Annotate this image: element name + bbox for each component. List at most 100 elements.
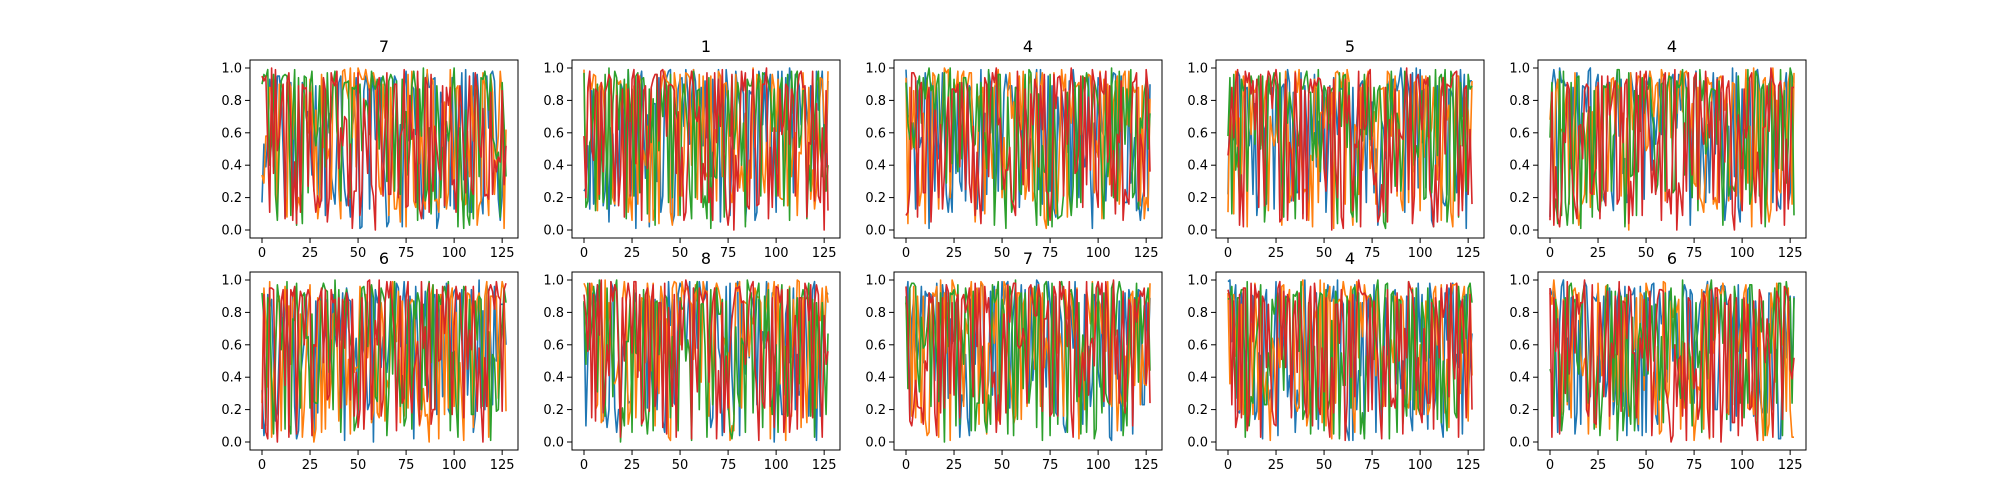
x-tick-label: 125: [1456, 246, 1481, 261]
x-tick-label: 50: [994, 246, 1011, 261]
x-tick-label: 125: [1134, 246, 1159, 261]
x-tick-label: 0: [902, 458, 910, 473]
series-line-4: [1549, 67, 1794, 231]
series-line-3: [1227, 68, 1473, 230]
subplot-title: 8: [701, 249, 711, 268]
y-tick-label: 0.8: [543, 306, 564, 321]
y-tick-label: 1.0: [1509, 274, 1530, 289]
y-tick-label: 0.6: [1509, 338, 1530, 353]
series-line-2: [261, 67, 507, 230]
y-tick-label: 0.4: [543, 159, 564, 174]
y-tick-label: 0.0: [865, 224, 886, 239]
y-tick-label: 0.4: [1509, 371, 1530, 386]
y-tick-label: 0.6: [865, 338, 886, 353]
x-tick-label: 100: [442, 246, 467, 261]
series-line-4: [583, 279, 829, 442]
series-line-2: [1227, 279, 1473, 442]
x-tick-label: 125: [1134, 458, 1159, 473]
y-tick-label: 0.2: [221, 191, 242, 206]
y-tick-label: 1.0: [1187, 62, 1208, 77]
x-tick-label: 100: [1730, 458, 1755, 473]
x-tick-label: 125: [812, 458, 837, 473]
subplot-title: 6: [1667, 249, 1677, 268]
series-line-4: [261, 279, 507, 443]
x-tick-label: 75: [398, 458, 415, 473]
x-tick-label: 25: [302, 246, 319, 261]
x-tick-label: 125: [490, 458, 515, 473]
y-tick-label: 0.6: [1187, 338, 1208, 353]
y-tick-label: 0.0: [221, 224, 242, 239]
y-tick-label: 0.6: [221, 126, 242, 141]
x-tick-label: 0: [1546, 458, 1554, 473]
y-tick-label: 0.6: [221, 338, 242, 353]
x-tick-label: 0: [902, 246, 910, 261]
y-tick-label: 1.0: [221, 62, 242, 77]
x-tick-label: 75: [1364, 458, 1381, 473]
y-tick-label: 0.0: [1509, 224, 1530, 239]
x-tick-label: 0: [1224, 458, 1232, 473]
y-tick-label: 1.0: [1187, 274, 1208, 289]
y-tick-label: 1.0: [865, 62, 886, 77]
x-tick-label: 0: [1224, 246, 1232, 261]
x-tick-label: 50: [350, 246, 367, 261]
y-tick-label: 0.4: [865, 371, 886, 386]
series-line-3: [583, 279, 829, 443]
series-line-4: [583, 67, 829, 231]
x-tick-label: 125: [1456, 458, 1481, 473]
x-tick-label: 50: [1638, 458, 1655, 473]
y-tick-label: 0.8: [221, 306, 242, 321]
x-tick-label: 25: [946, 458, 963, 473]
x-tick-label: 100: [1086, 458, 1111, 473]
x-tick-label: 100: [1086, 246, 1111, 261]
y-tick-label: 0.8: [221, 94, 242, 109]
x-tick-label: 25: [946, 246, 963, 261]
x-tick-label: 50: [994, 458, 1011, 473]
y-tick-label: 0.2: [865, 403, 886, 418]
x-tick-label: 0: [258, 246, 266, 261]
subplot-title: 7: [379, 37, 389, 56]
y-tick-label: 0.4: [543, 371, 564, 386]
y-tick-label: 0.4: [221, 371, 242, 386]
series-line-4: [1227, 67, 1473, 231]
y-tick-label: 0.8: [865, 306, 886, 321]
x-tick-label: 125: [812, 246, 837, 261]
x-tick-label: 100: [764, 458, 789, 473]
y-tick-label: 0.8: [1509, 306, 1530, 321]
subplot-6: 6 0 25 50 75 100 125 0.0 0.2 0.4 0.6 0.8 1.0: [221, 249, 519, 473]
x-tick-label: 50: [1316, 246, 1333, 261]
series-line-4: [1227, 279, 1473, 442]
x-tick-label: 100: [764, 246, 789, 261]
y-tick-label: 0.4: [1187, 371, 1208, 386]
y-tick-label: 0.2: [1509, 191, 1530, 206]
y-tick-label: 0.6: [1509, 126, 1530, 141]
subplot-title: 6: [379, 249, 389, 268]
y-tick-label: 1.0: [543, 274, 564, 289]
subplot-8: 7 0 25 50 75 100 125 0.0 0.2 0.4 0.6 0.8 1.0: [865, 249, 1163, 473]
y-tick-label: 0.8: [865, 94, 886, 109]
y-tick-label: 0.2: [221, 403, 242, 418]
y-tick-label: 1.0: [543, 62, 564, 77]
y-tick-label: 0.2: [1509, 403, 1530, 418]
x-tick-label: 25: [624, 458, 641, 473]
x-tick-label: 0: [580, 246, 588, 261]
y-tick-label: 0.4: [865, 159, 886, 174]
x-tick-label: 125: [490, 246, 515, 261]
x-tick-label: 50: [672, 246, 689, 261]
series-line-4: [1549, 279, 1795, 443]
y-tick-label: 0.6: [865, 126, 886, 141]
y-tick-label: 0.0: [865, 436, 886, 451]
subplot-9: 4 0 25 50 75 100 125 0.0 0.2 0.4 0.6 0.8 1.0: [1187, 249, 1485, 473]
y-tick-label: 0.0: [221, 436, 242, 451]
subplot-title: 1: [701, 37, 711, 56]
x-tick-label: 0: [580, 458, 588, 473]
subplot-5: 4 0 25 50 75 100 125 0.0 0.2 0.4 0.6 0.8 1.0: [1509, 37, 1807, 261]
x-tick-label: 25: [1590, 246, 1607, 261]
x-tick-label: 50: [672, 458, 689, 473]
y-tick-label: 1.0: [865, 274, 886, 289]
x-tick-label: 75: [1042, 458, 1059, 473]
y-tick-label: 0.4: [221, 159, 242, 174]
subplot-10: 6 0 25 50 75 100 125 0.0 0.2 0.4 0.6 0.8 1.0: [1509, 249, 1807, 473]
y-tick-label: 0.8: [1187, 306, 1208, 321]
y-tick-label: 0.2: [543, 403, 564, 418]
